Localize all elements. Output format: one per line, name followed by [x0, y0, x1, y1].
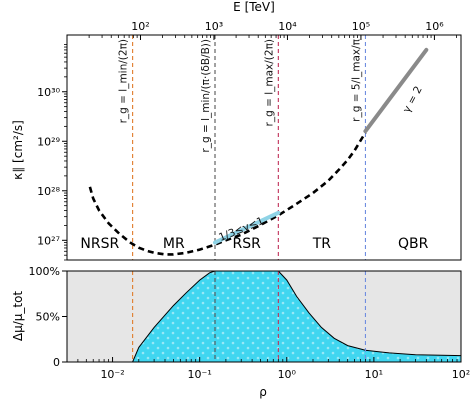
bottom-xtick-label-0: 10⁻² — [100, 368, 124, 381]
rsr-fit-line — [213, 210, 281, 245]
top-ytick-label-1: 10²⁸ — [37, 185, 60, 198]
vline-label-0: r_g = l_min/(2π) — [118, 39, 130, 123]
vline-label-3: r_g = 5/l_max/π — [350, 38, 362, 122]
bottom-ytick-label-2: 100% — [29, 265, 60, 278]
dashed-diffusion-curve — [88, 131, 367, 256]
vline-label-2: r_g = l_max/(2π) — [263, 39, 275, 126]
region-label-2: RSR — [232, 236, 261, 252]
top-xtick-label-0: 10² — [131, 20, 149, 33]
bottom-xtick-label-2: 10⁰ — [278, 368, 297, 381]
top-xtick-label-3: 10⁵ — [352, 20, 370, 33]
top-ytick-label-2: 10²⁹ — [37, 135, 60, 148]
top-xtick-label-2: 10⁴ — [278, 20, 297, 33]
top-plot-frame — [66, 34, 462, 261]
region-label-0: NRSR — [80, 236, 119, 252]
region-label-3: TR — [312, 236, 332, 252]
bottom-ytick-label-0: 0 — [53, 356, 60, 369]
kappa-panel: r_g = l_min/(2π) r_g = l_min/(π·(δB/B)) r_… — [11, 0, 462, 261]
vline-label-1: r_g = l_min/(π·(δB/B)) — [200, 39, 212, 153]
qbr-fit-line — [363, 47, 429, 134]
x-axis-label: ρ — [259, 385, 267, 399]
top-xtick-label-4: 10⁶ — [425, 20, 444, 33]
bottom-xtick-label-1: 10⁻¹ — [188, 368, 212, 381]
bottom-ytick-label-1: 50% — [36, 311, 60, 324]
top-ytick-label-3: 10³⁰ — [37, 86, 60, 99]
fraction-panel: 10⁻² 10⁻¹ 10⁰ 10¹ 10² 0 50% 100% ρ Δμ/μ_tot — [11, 265, 470, 399]
bottom-y-axis-label: Δμ/μ_tot — [11, 291, 25, 342]
top-xtick-label-1: 10³ — [205, 20, 223, 33]
region-label-1: MR — [163, 236, 185, 252]
top-axis-label: E [TeV] — [233, 0, 275, 14]
bottom-xtick-label-3: 10¹ — [365, 368, 383, 381]
bottom-xtick-label-4: 10² — [452, 368, 470, 381]
top-ytick-label-0: 10²⁷ — [37, 234, 60, 247]
region-label-4: QBR — [398, 236, 429, 252]
top-y-axis-label: κ∥ [cm²/s] — [11, 120, 25, 180]
fraction-curve — [132, 271, 461, 362]
